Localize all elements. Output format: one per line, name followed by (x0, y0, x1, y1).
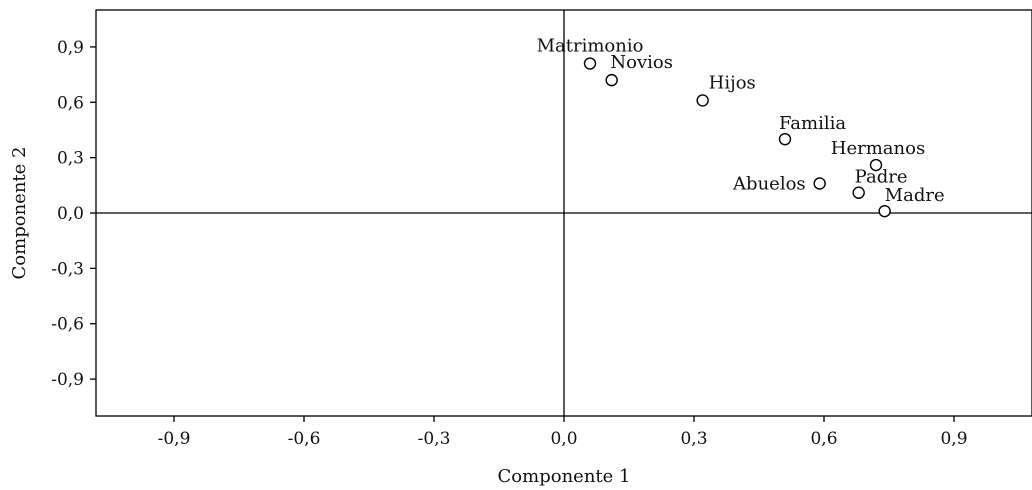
y-tick-label: 0,3 (57, 149, 84, 169)
x-tick-label: 0,6 (810, 429, 837, 449)
data-point-label: Matrimonio (537, 36, 644, 57)
x-tick-label: -0,9 (158, 429, 191, 449)
y-tick-label: 0,9 (57, 38, 84, 58)
x-tick-label: 0,9 (940, 429, 967, 449)
data-point (813, 177, 826, 190)
data-point (696, 94, 709, 107)
axis-ticks: -0,9 -0,6 -0,3 0,0 0,3 0,6 0,9 0,9 0,6 0,3 0,0 -0,3… (51, 38, 967, 449)
data-point (878, 204, 891, 218)
y-tick-label: 0,6 (57, 93, 84, 113)
x-axis-label: Componente 1 (498, 466, 631, 487)
y-tick-label: -0,9 (51, 370, 84, 390)
data-point (605, 73, 618, 87)
x-tick-label: 0,3 (680, 429, 707, 449)
y-tick-label: -0,6 (51, 315, 84, 335)
data-point-label: Hermanos (831, 138, 925, 159)
y-axis-label: Componente 2 (9, 147, 30, 280)
x-tick-label: -0,3 (418, 429, 451, 449)
data-point (778, 132, 792, 146)
data-point-label: Hijos (709, 72, 756, 93)
data-point (852, 186, 865, 199)
data-point-label: Novios (610, 52, 673, 73)
y-tick-label: 0,0 (57, 204, 84, 224)
data-point (869, 158, 883, 172)
data-point-label: Abuelos (732, 173, 806, 194)
y-tick-label: -0,3 (51, 259, 84, 279)
x-tick-label: 0,0 (550, 429, 577, 449)
data-point-label: Padre (855, 167, 908, 188)
x-tick-label: -0,6 (288, 429, 321, 449)
data-point (583, 57, 597, 70)
data-point-label: Familia (779, 113, 846, 134)
data-point-label: Madre (885, 185, 945, 206)
